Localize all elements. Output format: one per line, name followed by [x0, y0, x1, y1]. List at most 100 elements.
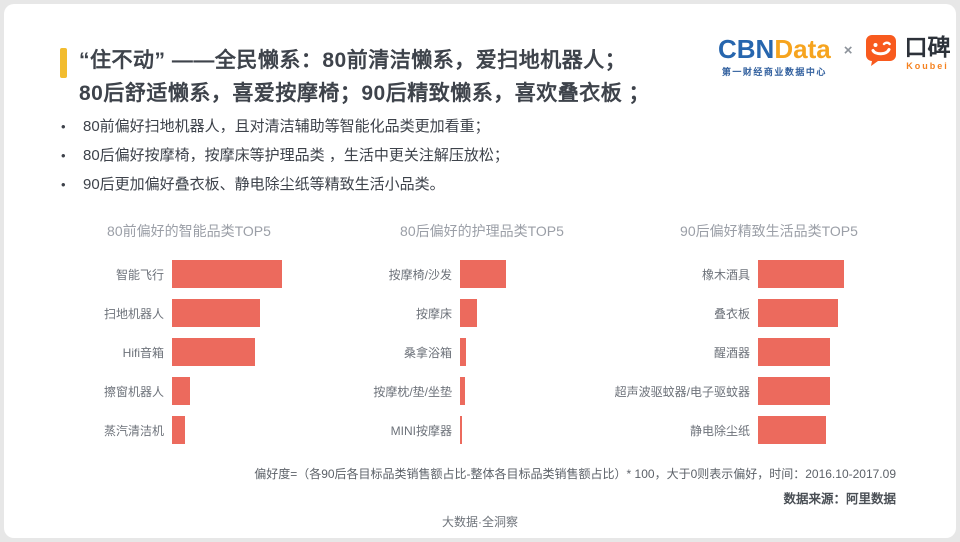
- koubei-logo: 口碑 Koubei: [865, 34, 950, 79]
- chart-row: MINI按摩器: [352, 416, 612, 444]
- title-accent-bar: [60, 48, 67, 78]
- bar-label: 桑拿浴箱: [403, 345, 452, 360]
- bar: [758, 338, 830, 366]
- chart-row: 醒酒器: [612, 338, 926, 366]
- cbndata-subtitle: 第一财经商业数据中心: [721, 66, 827, 77]
- bar-label: 超声波驱蚊器/电子驱蚊器: [614, 384, 750, 399]
- page-title-line2: 80后舒适懒系，喜爱按摩椅；90后精致懒系，喜欢叠衣板 ；: [79, 82, 651, 105]
- bar-label: 静电除尘纸: [689, 423, 750, 438]
- chart-row: 智能飞行: [62, 260, 316, 288]
- bar-label: 扫地机器人: [103, 306, 164, 321]
- cbn-text: CBN: [718, 33, 775, 64]
- bar-label: 擦窗机器人: [103, 384, 164, 399]
- chart-rows: 智能飞行扫地机器人 Hifi音箱擦窗机器人蒸汽清洁机: [62, 260, 316, 444]
- bar-track: [758, 377, 926, 405]
- chart-rows: 按摩椅/沙发按摩床桑拿浴箱按摩枕/垫/坐垫 MINI按摩器: [352, 260, 612, 444]
- chart-row: 蒸汽清洁机: [62, 416, 316, 444]
- bar-track: [758, 416, 926, 444]
- koubei-cn-text: 口碑: [904, 34, 951, 60]
- chart-row: 桑拿浴箱: [352, 338, 612, 366]
- bar-label: 橡木酒具: [701, 267, 750, 282]
- bar: [172, 416, 185, 444]
- bar-label: 叠衣板: [713, 306, 750, 321]
- chart-row: 橡木酒具: [612, 260, 926, 288]
- bullet-item: • 90后更加偏好叠衣板、静电除尘纸等精致生活小品类。: [61, 175, 701, 194]
- bar-label: 智能飞行: [115, 267, 164, 282]
- chart-80s-care-top5: 80后偏好的护理品类TOP5 按摩椅/沙发按摩床桑拿浴箱按摩枕/垫/坐垫 MINI…: [352, 222, 612, 455]
- bar-track: [758, 338, 926, 366]
- bar-track: [172, 260, 316, 288]
- bar-track: [460, 299, 612, 327]
- bar-track: [758, 299, 926, 327]
- bar-label: MINI按摩器: [390, 423, 452, 438]
- chart-row: 按摩椅/沙发: [352, 260, 612, 288]
- bar: [758, 299, 838, 327]
- bullet-dot: •: [61, 177, 66, 192]
- chart-row: 叠衣板: [612, 299, 926, 327]
- bar-track: [460, 260, 612, 288]
- chart-row: 扫地机器人: [62, 299, 316, 327]
- cbndata-logo: CBNData 第一财经商业数据中心: [718, 36, 831, 78]
- bullet-text: 90后更加偏好叠衣板、静电除尘纸等精致生活小品类。: [83, 176, 445, 193]
- bottom-tagline: 大数据·全洞察: [442, 515, 518, 529]
- data-text: Data: [774, 33, 831, 64]
- methodology-note: 偏好度=（各90后各目标品类销售额占比-整体各目标品类销售额占比）* 100，大…: [254, 467, 896, 481]
- bullet-text: 80前偏好扫地机器人，且对清洁辅助等智能化品类更加看重；: [83, 118, 490, 135]
- chart-row: 静电除尘纸: [612, 416, 926, 444]
- chart-80pre-smart-top5: 80前偏好的智能品类TOP5 智能飞行扫地机器人 Hifi音箱擦窗机器人蒸汽清洁机: [62, 222, 316, 455]
- bullet-dot: •: [61, 148, 66, 163]
- bar: [758, 416, 826, 444]
- chart-row: 擦窗机器人: [62, 377, 316, 405]
- bar-label: Hifi音箱: [122, 345, 164, 360]
- koubei-smiley-icon: [866, 35, 897, 66]
- bar-track: [172, 377, 316, 405]
- page-title: “住不动” ——全民懒系：80前清洁懒系，爱扫地机器人； 80后舒适懒系，喜爱按…: [79, 44, 739, 110]
- chart-row: 按摩床: [352, 299, 612, 327]
- bar: [758, 260, 844, 288]
- chart-row: Hifi音箱: [62, 338, 316, 366]
- bar: [460, 338, 466, 366]
- bullet-dot: •: [61, 119, 66, 134]
- bar-track: [460, 377, 612, 405]
- summary-bullets: • 80前偏好扫地机器人，且对清洁辅助等智能化品类更加看重； • 80后偏好按摩…: [61, 117, 701, 204]
- bar-track: [172, 338, 316, 366]
- bullet-item: • 80后偏好按摩椅，按摩床等护理品类 ，生活中更关注解压放松；: [61, 146, 701, 165]
- chart-row: 超声波驱蚊器/电子驱蚊器: [612, 377, 926, 405]
- bar: [460, 416, 462, 444]
- bar-label: 蒸汽清洁机: [103, 423, 164, 438]
- koubei-en-text: Koubei: [906, 61, 949, 71]
- bar: [758, 377, 830, 405]
- bar: [172, 260, 282, 288]
- chart-90s-refined-top5: 90后偏好精致生活品类TOP5 橡木酒具叠衣板醒酒器超声波驱蚊器/电子驱蚊器静电…: [612, 222, 926, 455]
- chart-title: 80后偏好的护理品类TOP5: [400, 223, 564, 239]
- logo-separator: ×: [843, 42, 853, 59]
- chart-row: 按摩枕/垫/坐垫: [352, 377, 612, 405]
- page-title-line1: “住不动” ——全民懒系：80前清洁懒系，爱扫地机器人；: [79, 49, 627, 72]
- bar-track: [172, 416, 316, 444]
- koubei-wordmark: 口碑 Koubei: [904, 34, 950, 71]
- bar: [460, 299, 477, 327]
- bar-label: 按摩枕/垫/坐垫: [373, 384, 452, 399]
- bullet-text: 80后偏好按摩椅，按摩床等护理品类 ，生活中更关注解压放松；: [83, 147, 509, 164]
- bar: [172, 299, 260, 327]
- slide-card: “住不动” ——全民懒系：80前清洁懒系，爱扫地机器人； 80后舒适懒系，喜爱按…: [4, 4, 956, 538]
- bar: [172, 377, 190, 405]
- bar: [460, 260, 506, 288]
- bar-label: 醒酒器: [713, 345, 750, 360]
- bar-label: 按摩床: [415, 306, 452, 321]
- bar-track: [460, 338, 612, 366]
- chart-title: 90后偏好精致生活品类TOP5: [680, 223, 858, 239]
- cbndata-wordmark: CBNData: [718, 36, 831, 62]
- bar: [172, 338, 255, 366]
- bar-track: [758, 260, 926, 288]
- bar-track: [172, 299, 316, 327]
- data-source-note: 数据来源：阿里数据: [783, 492, 896, 506]
- bar-track: [460, 416, 612, 444]
- chart-rows: 橡木酒具叠衣板醒酒器超声波驱蚊器/电子驱蚊器静电除尘纸: [612, 260, 926, 444]
- bar-label: 按摩椅/沙发: [388, 267, 452, 282]
- bar: [460, 377, 465, 405]
- chart-title: 80前偏好的智能品类TOP5: [107, 223, 271, 239]
- brand-logos: CBNData 第一财经商业数据中心 × 口碑 Koubei: [718, 34, 950, 79]
- bullet-item: • 80前偏好扫地机器人，且对清洁辅助等智能化品类更加看重；: [61, 117, 701, 136]
